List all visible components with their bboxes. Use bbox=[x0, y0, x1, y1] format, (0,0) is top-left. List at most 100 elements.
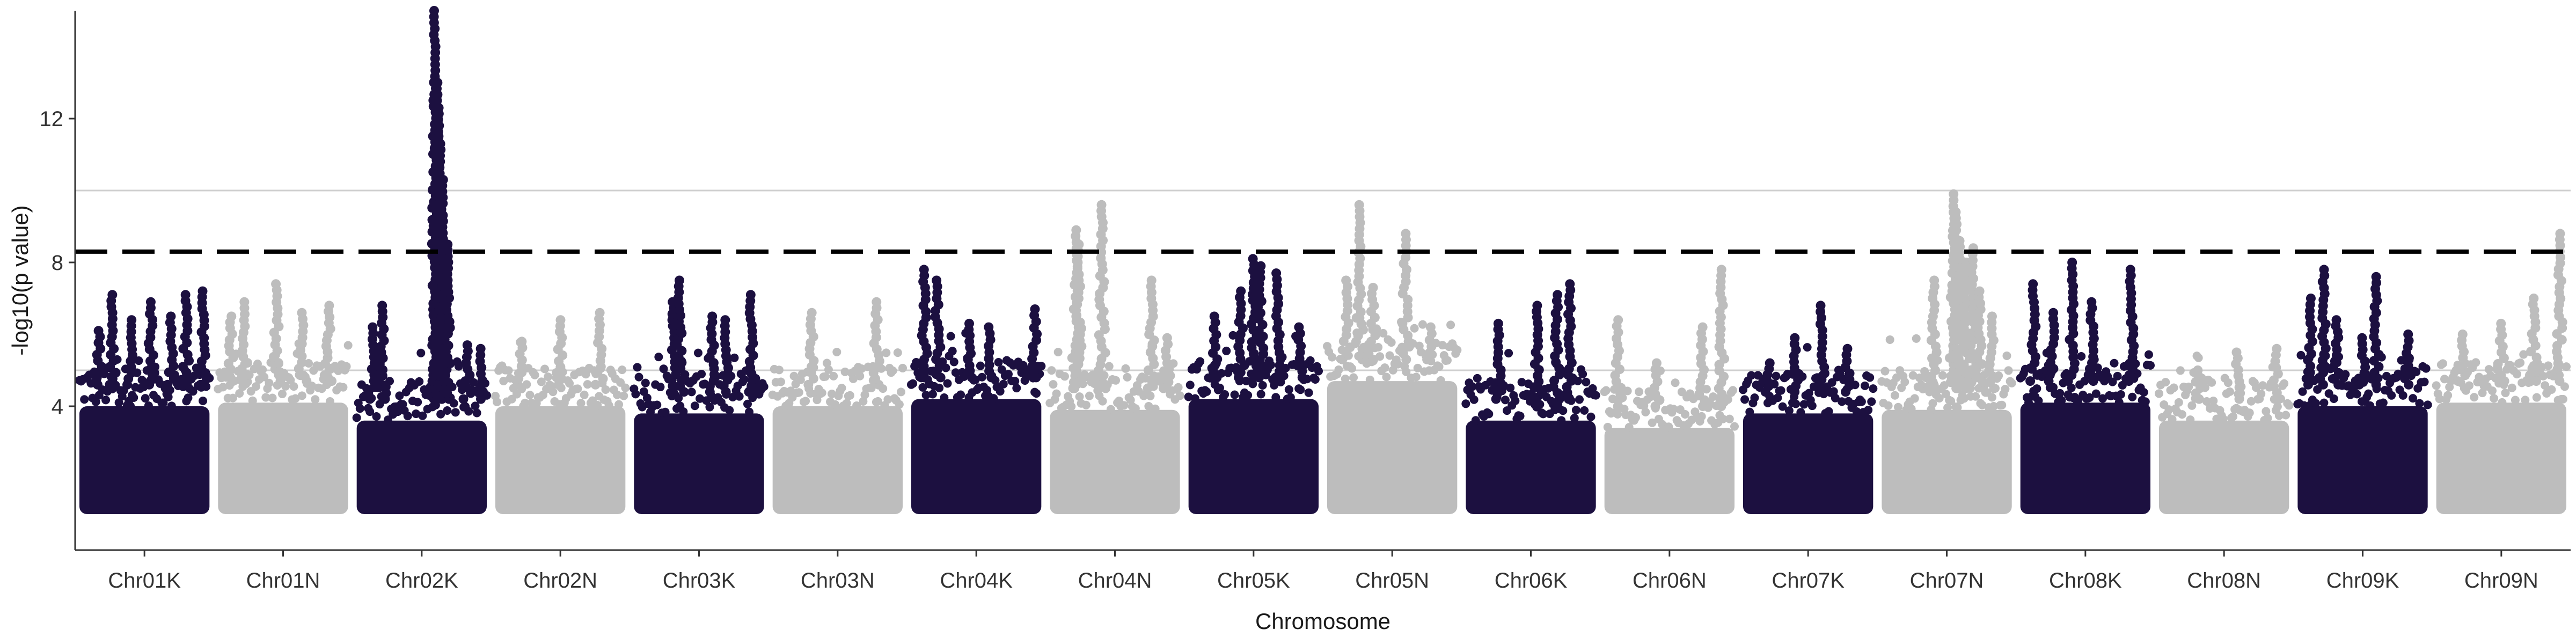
point bbox=[159, 398, 168, 407]
point bbox=[383, 415, 392, 425]
point bbox=[2202, 397, 2211, 406]
point bbox=[1286, 393, 1295, 402]
point bbox=[126, 401, 135, 411]
point bbox=[1857, 397, 1866, 406]
point bbox=[1974, 286, 1985, 296]
point bbox=[1565, 279, 1575, 289]
point bbox=[1867, 397, 1876, 406]
point bbox=[1328, 353, 1337, 362]
point bbox=[828, 389, 837, 398]
point bbox=[674, 393, 683, 402]
point bbox=[2496, 318, 2506, 328]
point bbox=[1869, 384, 1878, 393]
point bbox=[1575, 395, 1584, 404]
point bbox=[2067, 258, 2077, 267]
x-tick-label: Chr07N bbox=[1910, 569, 1984, 592]
point bbox=[2507, 383, 2516, 392]
x-tick-label: Chr09K bbox=[2326, 569, 2399, 592]
point bbox=[2420, 377, 2429, 386]
point bbox=[2382, 371, 2391, 380]
point bbox=[1469, 395, 1479, 404]
point bbox=[1435, 362, 1444, 371]
point bbox=[1912, 334, 1921, 343]
point bbox=[451, 408, 460, 417]
point bbox=[2387, 391, 2396, 400]
point bbox=[1271, 268, 1282, 279]
point bbox=[1641, 407, 1650, 416]
point bbox=[352, 413, 361, 422]
point bbox=[277, 390, 287, 399]
point bbox=[1418, 320, 1427, 329]
point bbox=[1804, 389, 1813, 398]
point bbox=[530, 370, 539, 379]
point bbox=[2087, 297, 2097, 307]
point bbox=[144, 401, 153, 410]
point bbox=[1401, 229, 1411, 239]
point bbox=[2193, 365, 2203, 375]
point bbox=[435, 358, 445, 369]
point bbox=[2263, 413, 2272, 422]
point bbox=[1880, 367, 1890, 376]
point bbox=[1052, 389, 1061, 398]
series-Chr07N bbox=[1877, 189, 2016, 514]
point bbox=[416, 348, 426, 357]
point bbox=[621, 383, 630, 392]
y-tick-label: 4 bbox=[52, 395, 63, 419]
point-cloud-Chr02K bbox=[356, 420, 487, 514]
point bbox=[2415, 399, 2424, 408]
point bbox=[824, 365, 833, 374]
point bbox=[1747, 371, 1756, 380]
point bbox=[2519, 350, 2528, 359]
point bbox=[2108, 377, 2117, 386]
point bbox=[129, 393, 138, 402]
point bbox=[946, 332, 955, 341]
point bbox=[2453, 376, 2463, 386]
point bbox=[164, 392, 173, 401]
point bbox=[807, 308, 817, 318]
point bbox=[1012, 384, 1021, 393]
point bbox=[1816, 301, 1826, 311]
point bbox=[342, 362, 351, 371]
point bbox=[1852, 407, 1861, 416]
point bbox=[1106, 405, 1115, 414]
point bbox=[2007, 378, 2016, 387]
point bbox=[661, 407, 670, 416]
point bbox=[2547, 385, 2556, 394]
point bbox=[2024, 398, 2033, 407]
point bbox=[674, 275, 684, 286]
point bbox=[1060, 372, 1069, 381]
point bbox=[1586, 412, 1596, 421]
point bbox=[1740, 395, 1750, 404]
point bbox=[1501, 396, 1510, 405]
point bbox=[1718, 414, 1728, 423]
point-cloud-Chr02N bbox=[495, 406, 626, 514]
point bbox=[565, 379, 574, 388]
series-Chr02K bbox=[352, 6, 491, 514]
point bbox=[268, 393, 277, 402]
point bbox=[228, 393, 237, 402]
point bbox=[1049, 380, 1058, 389]
point bbox=[2231, 347, 2242, 357]
point bbox=[2521, 396, 2530, 405]
point bbox=[707, 311, 718, 321]
point-cloud-Chr03N bbox=[772, 406, 903, 514]
point bbox=[1242, 376, 1251, 385]
point bbox=[2558, 394, 2567, 404]
point bbox=[355, 404, 364, 413]
point bbox=[2262, 407, 2271, 416]
point bbox=[2478, 389, 2487, 398]
point-cloud-Chr05N bbox=[1327, 381, 1458, 514]
point bbox=[1071, 225, 1081, 235]
point bbox=[949, 357, 958, 367]
point bbox=[2258, 381, 2267, 390]
point bbox=[2001, 384, 2010, 393]
point bbox=[1453, 346, 1462, 355]
point bbox=[243, 370, 253, 380]
point bbox=[167, 401, 176, 411]
point bbox=[537, 377, 546, 386]
point bbox=[1410, 324, 1419, 333]
point bbox=[2048, 308, 2059, 318]
point bbox=[1397, 342, 1407, 353]
point bbox=[593, 400, 602, 409]
